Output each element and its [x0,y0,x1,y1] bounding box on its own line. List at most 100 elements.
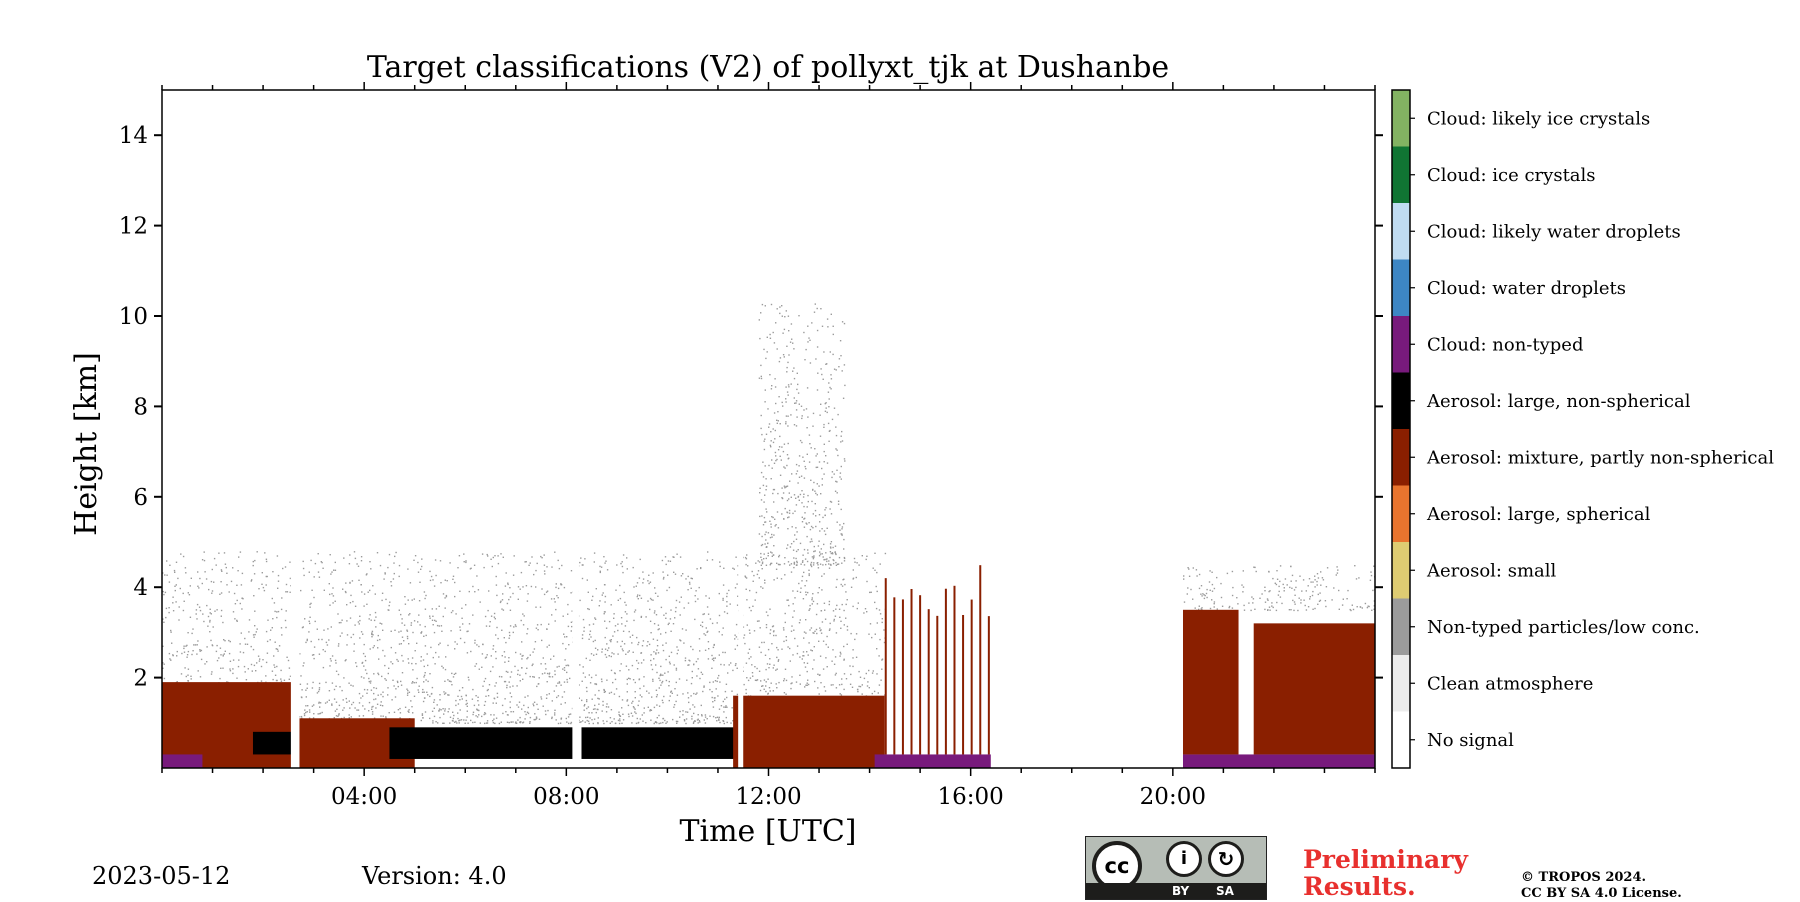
noise-dot [522,654,524,657]
noise-dot [393,572,395,575]
noise-dot [808,573,810,575]
noise-dot [818,555,821,557]
noise-dot [772,441,775,444]
noise-dot [776,668,778,670]
noise-dot [812,425,814,427]
noise-dot [413,620,416,622]
noise-dot [331,655,334,657]
noise-dot [815,525,817,528]
noise-dot [308,571,310,573]
noise-dot [526,600,529,602]
noise-dot [527,628,529,630]
noise-dot [660,633,662,635]
noise-dot [617,653,619,655]
noise-dot [425,594,427,597]
noise-dot [400,643,402,645]
noise-dot [334,600,336,602]
y-axis-label: Height [km] [69,352,104,536]
noise-dot [1312,608,1314,610]
noise-dot [277,650,279,652]
noise-dot [810,479,812,481]
noise-dot [285,626,287,629]
noise-dot [820,682,822,684]
noise-dot [756,620,759,622]
noise-dot [266,652,269,654]
noise-dot [711,622,714,625]
noise-dot [565,664,567,667]
noise-dot [189,585,191,587]
noise-dot [818,587,820,589]
noise-dot [466,716,468,718]
noise-dot [795,681,798,683]
noise-dot [311,589,313,591]
noise-dot [521,708,523,710]
noise-dot [276,616,278,619]
noise-dot [254,633,256,636]
noise-dot [1278,590,1280,593]
noise-dot [187,632,189,634]
noise-dot [255,631,257,633]
noise-dot [693,663,695,666]
noise-dot [839,340,842,342]
noise-dot [271,627,273,629]
noise-dot [442,708,444,710]
noise-dot [748,606,751,609]
noise-dot [861,693,863,695]
noise-dot [771,516,773,518]
noise-dot [643,712,645,714]
profile-stripes [884,565,990,755]
noise-dot [858,685,860,688]
noise-dot [765,508,767,510]
noise-dot [536,717,538,719]
noise-dot [605,711,608,713]
noise-dot [404,596,406,598]
noise-dot [313,576,315,578]
noise-dot [277,574,280,577]
noise-dot [423,591,426,593]
noise-dot [784,467,786,469]
noise-dot [609,722,611,724]
noise-dot [305,696,307,698]
noise-dot [186,644,188,647]
noise-dot [776,308,778,310]
noise-dot [818,674,821,676]
noise-dot [589,630,592,632]
noise-dot [1351,604,1353,606]
noise-dot [372,646,374,649]
noise-dot [828,629,831,631]
noise-dot [398,609,400,611]
noise-dot [628,715,630,718]
noise-dot [779,455,781,457]
noise-dot [824,609,826,611]
noise-dot [694,595,696,597]
noise-dot [540,555,542,558]
noise-dot [718,654,720,656]
noise-dot [692,722,695,724]
noise-dot [664,556,667,558]
noise-dot [806,670,808,673]
noise-dot [654,592,657,594]
noise-dot [757,560,759,562]
noise-dot [302,665,304,667]
noise-dot [736,667,738,669]
noise-dot [1367,605,1369,607]
noise-dot [310,602,312,605]
noise-dot [306,687,308,689]
noise-dot [244,637,246,640]
noise-dot [828,406,830,408]
noise-dot [490,615,493,617]
noise-dot [594,708,596,710]
noise-dot [651,696,653,698]
noise-dot [339,635,341,637]
noise-dot [187,650,190,653]
noise-dot [825,552,827,554]
noise-dot [675,606,677,609]
noise-dot [200,649,203,652]
noise-dot [508,681,510,683]
noise-dot [825,643,827,646]
noise-dot [408,709,410,711]
noise-dot [759,689,762,692]
noise-dot [333,569,335,571]
noise-dot [767,552,769,554]
noise-dot [382,649,384,652]
